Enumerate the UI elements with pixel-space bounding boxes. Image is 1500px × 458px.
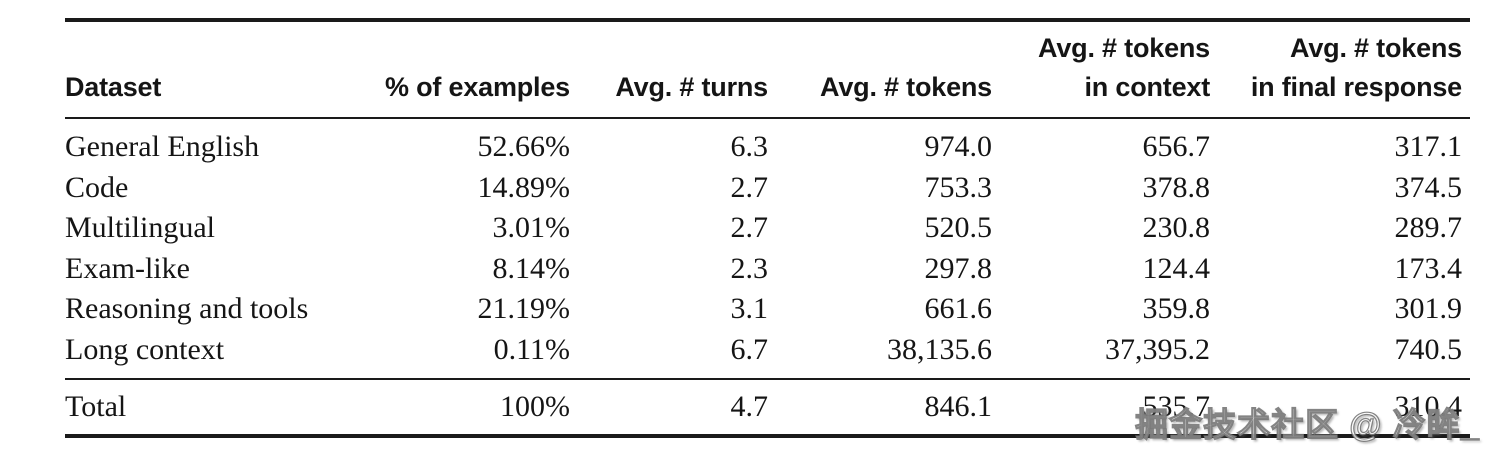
cell-pct-examples: 14.89% [477, 170, 571, 204]
header-divider-rule [65, 117, 1470, 119]
cell-pct-examples: 100% [500, 390, 570, 423]
table-body: General English 52.66% 6.3 974.0 656.7 3… [65, 119, 1470, 378]
cell-pct-examples: 8.14% [492, 251, 571, 285]
cell-avg-turns: 3.1 [730, 292, 769, 325]
cell-avg-turns: 6.7 [730, 332, 769, 366]
cell-avg-tokens-final: 301.9 [1394, 292, 1463, 325]
col-header-line2: in final response [1250, 72, 1462, 102]
cell-dataset: Multilingual [65, 211, 215, 244]
cell-avg-turns: 6.3 [730, 130, 769, 163]
cell-avg-tokens: 520.5 [924, 211, 993, 244]
col-header-line2: % of examples [385, 72, 570, 102]
cell-avg-tokens-final: 310.4 [1394, 390, 1463, 423]
cell-avg-turns: 4.7 [730, 390, 769, 423]
header-row: Dataset % of examples Avg. # turns Avg. … [65, 22, 1470, 117]
col-header-line2: Dataset [65, 72, 162, 102]
cell-avg-tokens-final: 317.1 [1394, 130, 1463, 163]
cell-avg-turns: 2.7 [730, 211, 769, 244]
col-header-dataset: Dataset [65, 68, 355, 117]
cell-dataset: Exam-like [65, 251, 190, 285]
col-header-line1: Avg. # tokens [1038, 33, 1210, 63]
table-row-exam-like: Exam-like 8.14% 2.3 297.8 124.4 173.4 [65, 249, 1470, 290]
table-row-general-english: General English 52.66% 6.3 974.0 656.7 3… [65, 127, 1470, 168]
table-row-reasoning-and-tools: Reasoning and tools 21.19% 3.1 661.6 359… [65, 289, 1470, 330]
cell-dataset: Total [65, 390, 127, 423]
total-divider-rule [65, 378, 1470, 380]
table-row-total: Total 100% 4.7 846.1 535.7 310.4 [65, 380, 1470, 434]
cell-dataset: Reasoning and tools [65, 292, 309, 325]
top-rule [65, 18, 1470, 22]
col-header-line2: Avg. # tokens [820, 72, 992, 102]
cell-avg-tokens: 297.8 [924, 251, 993, 285]
cell-avg-tokens-context: 378.8 [1142, 170, 1211, 204]
col-header-line2: Avg. # turns [615, 72, 768, 102]
table-row-long-context: Long context 0.11% 6.7 38,135.6 37,395.2… [65, 330, 1470, 371]
cell-avg-turns: 2.7 [730, 170, 769, 204]
table-row-multilingual: Multilingual 3.01% 2.7 520.5 230.8 289.7 [65, 208, 1470, 249]
cell-avg-tokens-context: 37,395.2 [1105, 332, 1210, 366]
col-header-line2: in context [1084, 72, 1210, 102]
col-header-avg-tokens: Avg. # tokens [768, 68, 992, 117]
cell-avg-tokens-context: 359.8 [1142, 292, 1211, 325]
cell-avg-tokens-context: 656.7 [1142, 130, 1211, 163]
cell-avg-tokens: 38,135.6 [887, 332, 992, 366]
cell-avg-tokens-final: 173.4 [1394, 251, 1463, 285]
cell-pct-examples: 3.01% [492, 211, 571, 244]
col-header-avg-tokens-context: Avg. # tokens in context [992, 29, 1210, 117]
cell-avg-tokens-final: 374.5 [1394, 170, 1463, 204]
col-header-pct-examples: % of examples [355, 68, 570, 117]
bottom-rule [65, 434, 1470, 438]
cell-avg-tokens-context: 124.4 [1142, 251, 1211, 285]
col-header-avg-tokens-final-response: Avg. # tokens in final response [1210, 29, 1470, 117]
cell-avg-tokens: 974.0 [924, 130, 993, 163]
cell-pct-examples: 21.19% [477, 292, 571, 325]
cell-dataset: Code [65, 170, 129, 204]
cell-avg-tokens: 661.6 [924, 292, 993, 325]
cell-avg-tokens: 753.3 [924, 170, 993, 204]
cell-pct-examples: 52.66% [477, 130, 571, 163]
table-row-code: Code 14.89% 2.7 753.3 378.8 374.5 [65, 168, 1470, 209]
cell-avg-turns: 2.3 [730, 251, 769, 285]
cell-pct-examples: 0.11% [493, 332, 570, 366]
cell-avg-tokens-context: 535.7 [1142, 390, 1211, 423]
col-header-avg-turns: Avg. # turns [570, 68, 768, 117]
cell-avg-tokens-context: 230.8 [1142, 211, 1211, 244]
cell-dataset: General English [65, 130, 260, 163]
cell-avg-tokens: 846.1 [924, 390, 993, 423]
col-header-line1: Avg. # tokens [1290, 33, 1462, 63]
cell-avg-tokens-final: 740.5 [1394, 332, 1463, 366]
cell-dataset: Long context [65, 332, 225, 366]
cell-avg-tokens-final: 289.7 [1394, 211, 1463, 244]
dataset-statistics-table: Dataset % of examples Avg. # turns Avg. … [65, 18, 1470, 438]
